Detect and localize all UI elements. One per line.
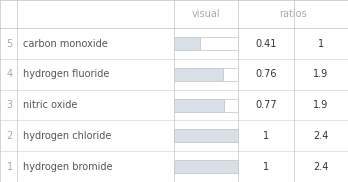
Text: nitric oxide: nitric oxide xyxy=(23,100,77,110)
Text: 4: 4 xyxy=(7,69,13,79)
Text: 3: 3 xyxy=(7,100,13,110)
Text: 1.9: 1.9 xyxy=(314,69,329,79)
Text: 0.77: 0.77 xyxy=(255,100,277,110)
Text: 2: 2 xyxy=(7,131,13,141)
Bar xyxy=(174,68,223,81)
Text: 1: 1 xyxy=(263,162,269,172)
Text: hydrogen chloride: hydrogen chloride xyxy=(23,131,111,141)
Bar xyxy=(223,68,238,81)
Text: 0.76: 0.76 xyxy=(255,69,277,79)
Text: 2.4: 2.4 xyxy=(313,162,329,172)
Text: 1.9: 1.9 xyxy=(314,100,329,110)
Bar xyxy=(174,99,223,112)
Text: 1: 1 xyxy=(318,39,324,49)
Text: 1: 1 xyxy=(7,162,13,172)
Text: hydrogen bromide: hydrogen bromide xyxy=(23,162,112,172)
Text: visual: visual xyxy=(192,9,221,19)
Text: 2.4: 2.4 xyxy=(313,131,329,141)
Bar xyxy=(200,37,238,50)
Text: 0.41: 0.41 xyxy=(255,39,277,49)
Bar xyxy=(174,37,200,50)
Text: carbon monoxide: carbon monoxide xyxy=(23,39,108,49)
Text: 1: 1 xyxy=(263,131,269,141)
Bar xyxy=(174,160,238,173)
Text: ratios: ratios xyxy=(279,9,307,19)
Text: hydrogen fluoride: hydrogen fluoride xyxy=(23,69,109,79)
Bar xyxy=(223,99,238,112)
Bar xyxy=(174,129,238,142)
Text: 5: 5 xyxy=(7,39,13,49)
